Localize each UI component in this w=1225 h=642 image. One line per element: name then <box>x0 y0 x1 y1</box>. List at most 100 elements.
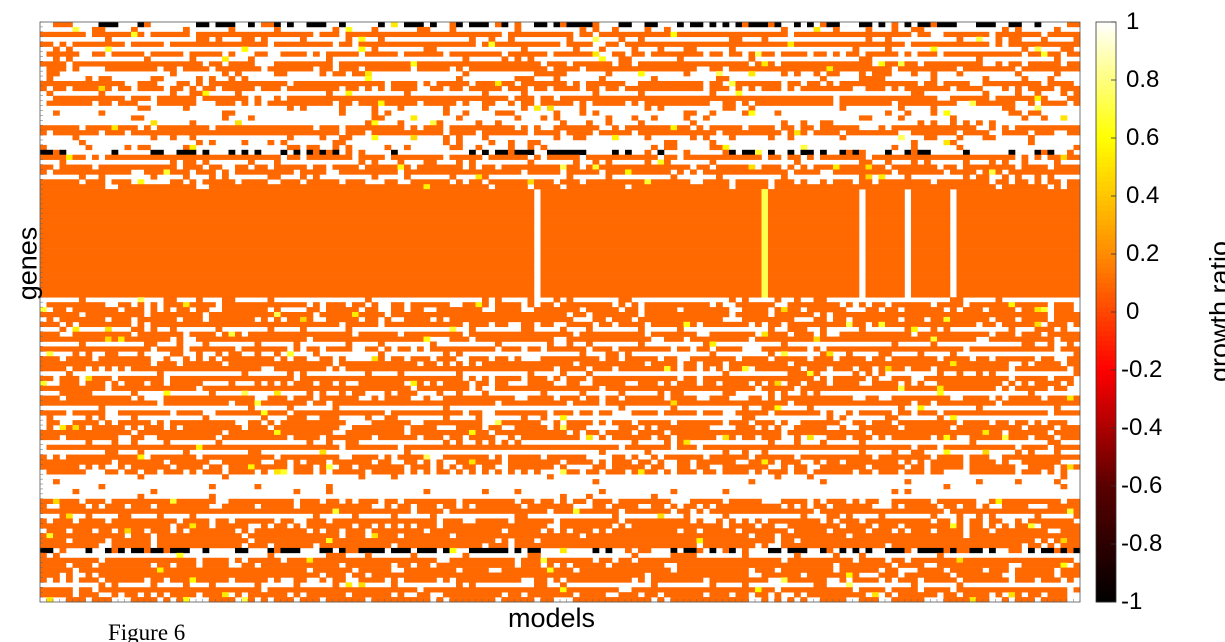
colorbar-segment <box>1096 283 1116 288</box>
colorbar-segment <box>1096 404 1116 409</box>
colorbar-segment <box>1096 99 1116 104</box>
colorbar-tick-label: 0 <box>1126 298 1139 326</box>
colorbar-segment <box>1096 70 1116 75</box>
colorbar-segment <box>1096 409 1116 414</box>
figure-caption: Figure 6 <box>108 620 185 642</box>
colorbar-segment <box>1096 27 1116 32</box>
colorbar-segment <box>1096 61 1116 66</box>
colorbar-segment <box>1096 119 1116 124</box>
colorbar-segment <box>1096 278 1116 283</box>
colorbar-segment <box>1096 56 1116 61</box>
colorbar-segment <box>1096 85 1116 90</box>
colorbar-segment <box>1096 66 1116 71</box>
colorbar-tick-label: 1 <box>1126 8 1139 36</box>
colorbar-segment <box>1096 302 1116 307</box>
colorbar-segment <box>1096 568 1116 573</box>
colorbar-segment <box>1096 563 1116 568</box>
colorbar-segment <box>1096 80 1116 85</box>
colorbar-segment <box>1096 327 1116 332</box>
colorbar-segment <box>1096 573 1116 578</box>
colorbar-segment <box>1096 486 1116 491</box>
colorbar-segment <box>1096 472 1116 477</box>
colorbar-segment <box>1096 177 1116 182</box>
colorbar-segment <box>1096 109 1116 114</box>
colorbar-segment <box>1096 230 1116 235</box>
colorbar-segment <box>1096 501 1116 506</box>
colorbar-segment <box>1096 428 1116 433</box>
colorbar-segment <box>1096 235 1116 240</box>
colorbar-segment <box>1096 438 1116 443</box>
colorbar-segment <box>1096 264 1116 269</box>
colorbar-segment <box>1096 559 1116 564</box>
colorbar-segment <box>1096 104 1116 109</box>
colorbar-segment <box>1096 254 1116 259</box>
colorbar-segment <box>1096 394 1116 399</box>
colorbar-segment <box>1096 588 1116 593</box>
colorbar-segment <box>1096 162 1116 167</box>
colorbar-segment <box>1096 505 1116 510</box>
colorbar-segment <box>1096 225 1116 230</box>
colorbar-segment <box>1096 244 1116 249</box>
colorbar-segment <box>1096 153 1116 158</box>
colorbar-segment <box>1096 544 1116 549</box>
colorbar-segment <box>1096 351 1116 356</box>
colorbar-segment <box>1096 414 1116 419</box>
colorbar-segment <box>1096 201 1116 206</box>
colorbar-tick-label: -0.8 <box>1121 530 1162 558</box>
y-axis-label: genes <box>13 214 44 314</box>
colorbar-segment <box>1096 583 1116 588</box>
colorbar-segment <box>1096 240 1116 245</box>
x-axis-label: models <box>508 603 595 634</box>
colorbar-segment <box>1096 288 1116 293</box>
colorbar-segment <box>1096 515 1116 520</box>
colorbar-segment <box>1096 356 1116 361</box>
colorbar-segment <box>1096 215 1116 220</box>
colorbar-segment <box>1096 211 1116 216</box>
colorbar-segment <box>1096 322 1116 327</box>
colorbar-segment <box>1096 370 1116 375</box>
colorbar-segment <box>1096 124 1116 129</box>
colorbar-segment <box>1096 433 1116 438</box>
colorbar-segment <box>1096 32 1116 37</box>
colorbar-segment <box>1096 128 1116 133</box>
colorbar-segment <box>1096 346 1116 351</box>
colorbar-segment <box>1096 46 1116 51</box>
colorbar-segment <box>1096 312 1116 317</box>
colorbar-segment <box>1096 452 1116 457</box>
colorbar-segment <box>1096 95 1116 100</box>
colorbar-segment <box>1096 491 1116 496</box>
colorbar-tick-label: 0.2 <box>1126 240 1159 268</box>
colorbar-segment <box>1096 172 1116 177</box>
colorbar-segment <box>1096 259 1116 264</box>
colorbar-segment <box>1096 525 1116 530</box>
colorbar-segment <box>1096 148 1116 153</box>
colorbar-segment <box>1096 389 1116 394</box>
colorbar-segment <box>1096 530 1116 535</box>
colorbar-segment <box>1096 534 1116 539</box>
colorbar-segment <box>1096 476 1116 481</box>
colorbar-segment <box>1096 554 1116 559</box>
colorbar-segment <box>1096 462 1116 467</box>
colorbar-segment <box>1096 273 1116 278</box>
colorbar-segment <box>1096 360 1116 365</box>
colorbar-segment <box>1096 385 1116 390</box>
colorbar-segment <box>1096 51 1116 56</box>
colorbar-segment <box>1096 167 1116 172</box>
colorbar-segment <box>1096 331 1116 336</box>
colorbar-segment <box>1096 186 1116 191</box>
colorbar-tick-label: 0.8 <box>1126 66 1159 94</box>
colorbar-segment <box>1096 510 1116 515</box>
colorbar-segment <box>1096 341 1116 346</box>
colorbar-tick-label: 0.6 <box>1126 124 1159 152</box>
colorbar-segment <box>1096 336 1116 341</box>
colorbar-segment <box>1096 447 1116 452</box>
colorbar-segment <box>1096 549 1116 554</box>
colorbar-segment <box>1096 380 1116 385</box>
colorbar-segment <box>1096 467 1116 472</box>
colorbar-tick-label: -0.2 <box>1121 356 1162 384</box>
colorbar-segment <box>1096 138 1116 143</box>
colorbar-tick-label: 0.4 <box>1126 182 1159 210</box>
colorbar-tick-label: -0.6 <box>1121 472 1162 500</box>
colorbar-segment <box>1096 41 1116 46</box>
